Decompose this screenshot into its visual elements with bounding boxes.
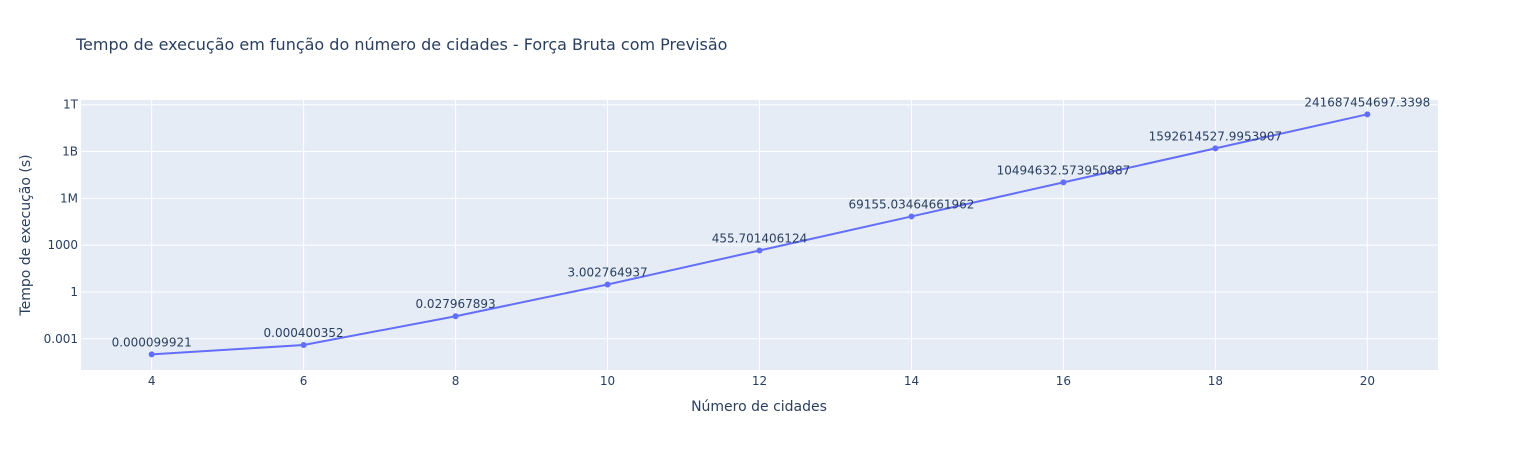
data-label: 1592614527.9953907 [1149,129,1283,143]
x-axis-title: Número de cidades [691,399,827,415]
x-tick-label: 14 [904,374,919,388]
y-tick-label: 0.001 [44,332,78,346]
data-point [604,281,611,288]
chart-title: Tempo de execução em função do número de… [75,35,727,54]
data-labels: 0.000099921 0.000400352 0.027967893 3.00276… [112,95,1431,349]
data-point [908,213,915,220]
data-point [452,313,459,320]
y-tick-label: 1 [70,285,78,299]
data-label: 3.002764937 [567,266,647,280]
y-tick-label: 1B [62,145,78,159]
x-tick-label: 12 [752,374,767,388]
x-tick-label: 8 [452,374,460,388]
data-label: 0.000400352 [264,326,344,340]
data-point [756,247,763,254]
data-point [148,351,155,358]
y-axis-ticks: 0.001 1 1000 1M 1B 1T [44,98,79,346]
x-tick-label: 18 [1208,374,1223,388]
data-label: 0.027967893 [415,297,495,311]
data-label: 455.701406124 [712,231,807,245]
y-tick-label: 1M [60,191,78,205]
x-gridlines [151,100,1368,370]
x-tick-label: 20 [1360,374,1375,388]
x-tick-label: 16 [1056,374,1071,388]
x-tick-label: 4 [148,374,156,388]
data-point [1060,179,1067,186]
data-label: 69155.03464661962 [848,197,974,211]
y-tick-label: 1T [63,98,79,112]
y-tick-label: 1000 [47,238,78,252]
data-label: 0.000099921 [112,335,192,349]
data-point [1212,145,1219,152]
x-tick-label: 10 [600,374,615,388]
series-layer [148,111,1371,358]
data-point [300,341,307,348]
x-tick-label: 6 [300,374,308,388]
data-point [1364,111,1371,118]
y-axis-title: Tempo de execução (s) [18,154,34,316]
data-label: 241687454697.3398 [1304,95,1430,109]
y-gridlines [81,104,1438,340]
x-axis-ticks: 4 6 8 10 12 14 16 18 20 [148,374,1375,388]
data-label: 10494632.573950887 [997,163,1131,177]
